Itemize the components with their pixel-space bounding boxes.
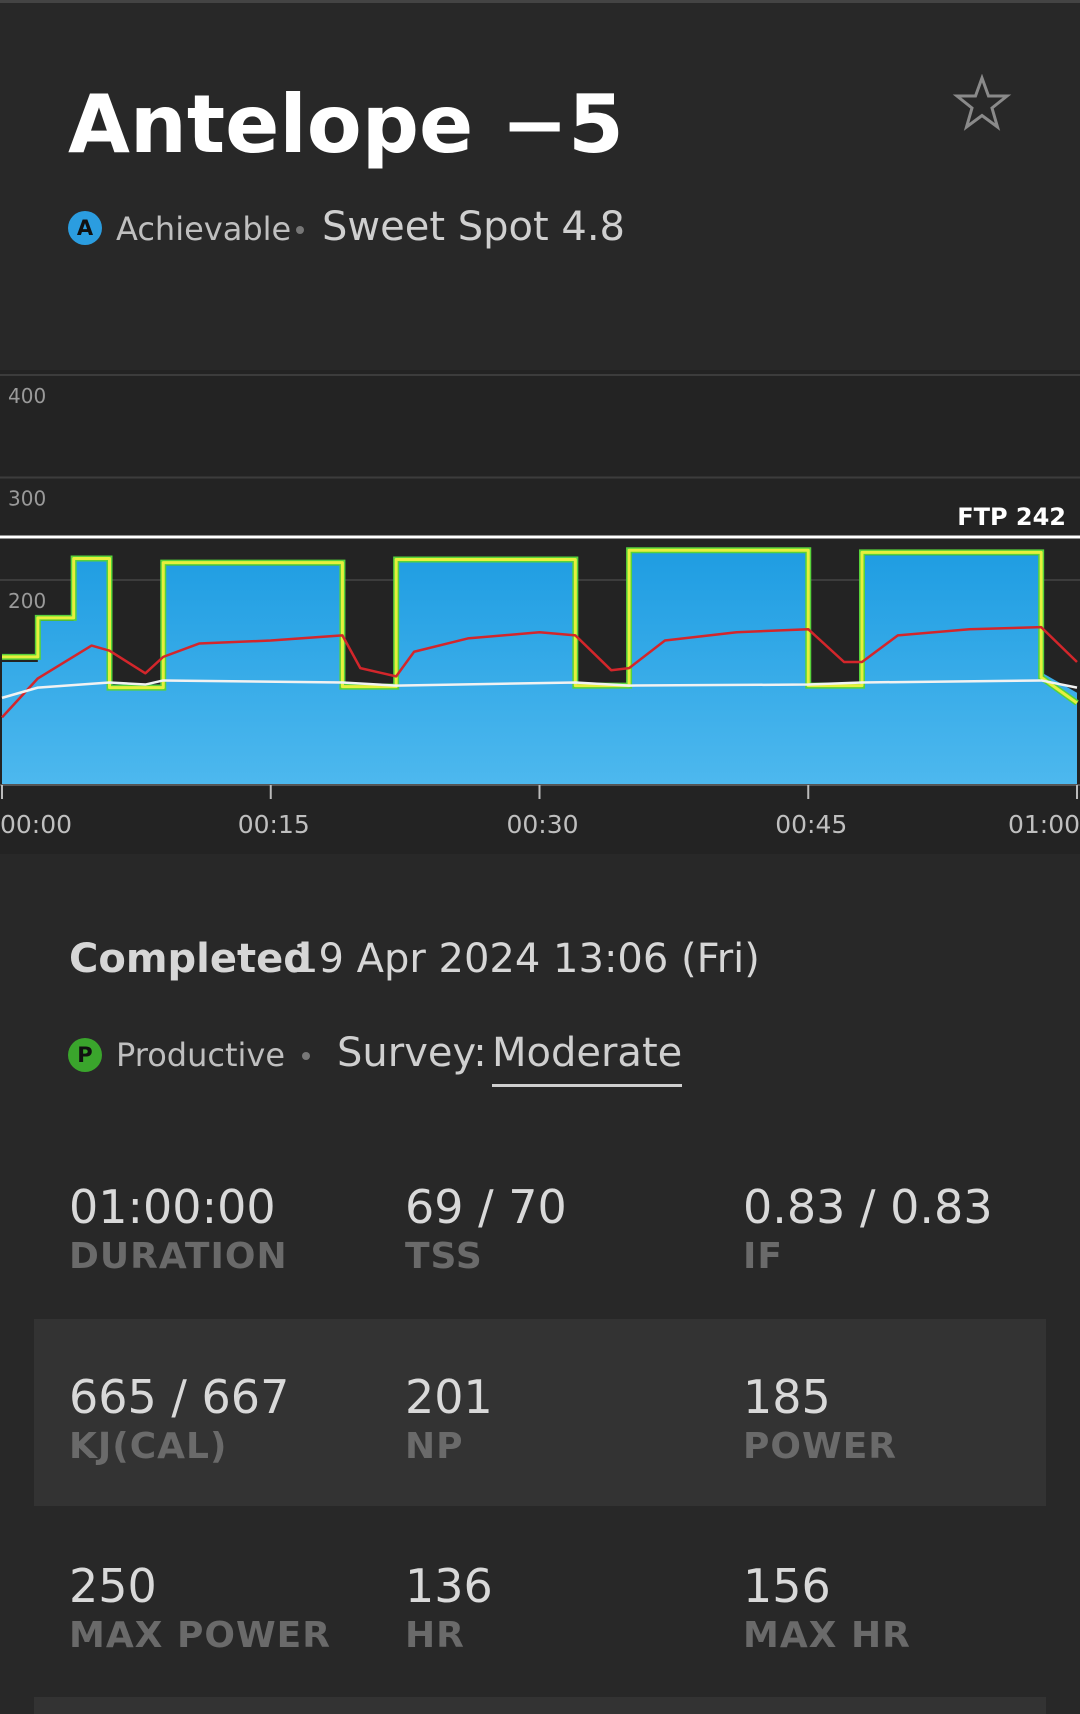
stat-value: 69 / 70 — [405, 1180, 567, 1234]
stat-label: HR — [405, 1615, 465, 1656]
level-badge: A — [68, 211, 102, 245]
y-tick-label: 200 — [8, 589, 46, 613]
stat-value: 156 — [743, 1559, 831, 1613]
data-line — [1, 625, 1078, 719]
survey-value[interactable]: Moderate — [492, 1030, 683, 1087]
x-tick-label: 00:15 — [238, 810, 310, 839]
stat-label: POWER — [743, 1426, 898, 1467]
stat-value: 250 — [69, 1559, 157, 1613]
stat-label: IF — [743, 1236, 783, 1277]
y-tick-label: 300 — [8, 487, 46, 511]
stat-label: DURATION — [69, 1236, 288, 1277]
survey-label: Survey: — [337, 1030, 487, 1076]
stats-band — [34, 1697, 1046, 1714]
completed-date: 19 Apr 2024 13:06 (Fri) — [293, 936, 760, 982]
stat-label: NP — [405, 1426, 464, 1467]
data-line — [1, 679, 1078, 700]
stat-label: MAX HR — [743, 1615, 911, 1656]
result-text: Productive — [116, 1036, 286, 1074]
completed-label: Completed — [69, 936, 312, 982]
zone-text: Sweet Spot 4.8 — [322, 204, 625, 250]
stat-value: 01:00:00 — [69, 1180, 276, 1234]
stat-label: TSS — [405, 1236, 483, 1277]
separator-dot — [296, 226, 304, 234]
workout-chart: 200 300 400 FTP 242 00:00 00:15 00:30 00:45 01:0… — [0, 370, 1080, 854]
top-border — [0, 0, 1080, 3]
y-tick-label: 400 — [8, 384, 46, 408]
x-tick-label: 00:30 — [506, 810, 578, 839]
result-badge: P — [68, 1038, 102, 1072]
stats-band — [34, 1319, 1046, 1506]
stat-value: 201 — [405, 1370, 493, 1424]
x-tick-label: 00:45 — [775, 810, 847, 839]
level-text: Achievable — [116, 210, 292, 248]
stat-value: 0.83 / 0.83 — [743, 1180, 993, 1234]
stat-value: 665 / 667 — [69, 1370, 290, 1424]
stat-label: MAX POWER — [69, 1615, 331, 1656]
x-tick-label: 00:00 — [0, 810, 72, 839]
ftp-label: FTP 242 — [957, 503, 1066, 531]
favorite-star[interactable] — [952, 74, 1012, 134]
stat-value: 185 — [743, 1370, 831, 1424]
data-line — [2, 548, 1078, 705]
separator-dot — [302, 1052, 310, 1060]
stat-value: 136 — [405, 1559, 493, 1613]
stat-label: KJ(CAL) — [69, 1426, 228, 1467]
workout-title: Antelope −5 — [68, 78, 624, 171]
x-tick-label: 01:00 — [1008, 810, 1080, 839]
